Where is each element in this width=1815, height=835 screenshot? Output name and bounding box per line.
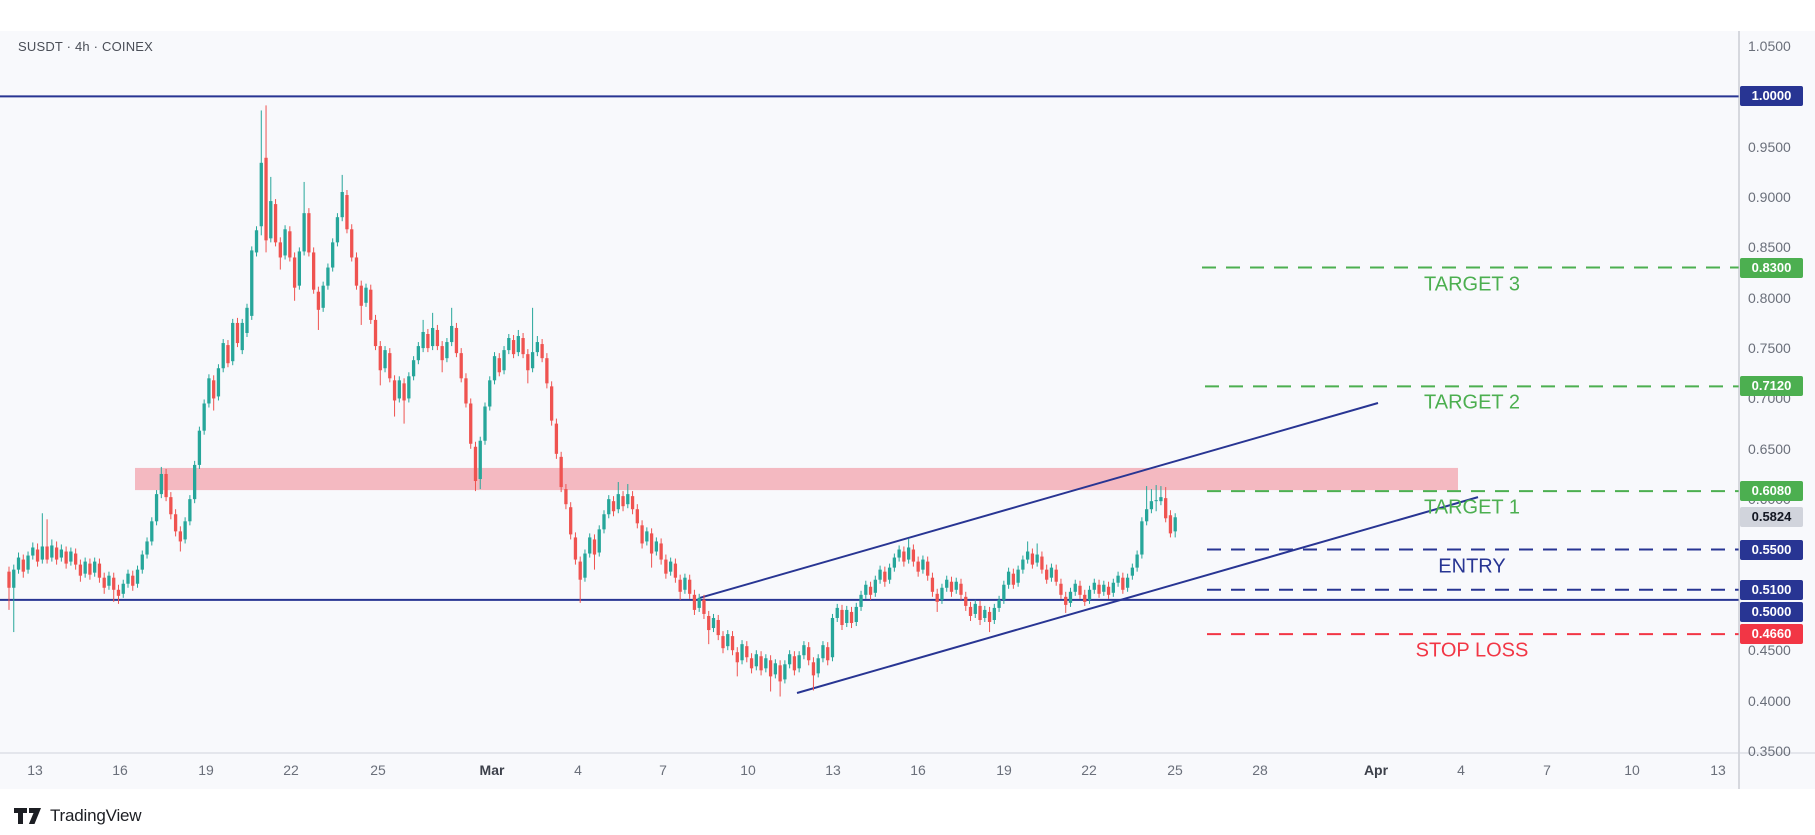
time-tick-10: 10 [740,762,756,778]
time-tick-28: 28 [1252,762,1268,778]
time-tick-16: 16 [112,762,128,778]
time-tick-apr: Apr [1363,762,1389,778]
time-tick-25: 25 [1167,762,1183,778]
time-tick-19: 19 [198,762,214,778]
price-badge-0.7120: 0.7120 [1740,376,1803,397]
price-badge-1.0000: 1.0000 [1740,86,1803,107]
price-tick-0.4000: 0.4000 [1748,692,1791,709]
price-badge-0.5000: 0.5000 [1740,602,1803,622]
price-tick-0.4500: 0.4500 [1748,642,1791,659]
price-badge-0.5100: 0.5100 [1740,579,1803,600]
time-tick-16: 16 [910,762,926,778]
time-tick-19: 19 [996,762,1012,778]
time-tick-10: 10 [1624,762,1640,778]
price-tick-0.9000: 0.9000 [1748,189,1791,206]
chart-panel-background [0,31,1815,789]
level-label-target-1: TARGET 1 [1424,496,1520,519]
channel-trendline-1 [699,402,1379,599]
last-price-badge: 0.5824 [1740,506,1803,527]
level-label-target-2: TARGET 2 [1424,391,1520,414]
symbol-title[interactable]: SUSDT · 4h · COINEX [18,39,154,54]
time-tick-mar: Mar [479,762,505,778]
price-tick-1.0500: 1.0500 [1748,38,1791,54]
price-badge-0.6080: 0.6080 [1740,481,1803,502]
price-tick-0.8500: 0.8500 [1748,239,1791,256]
tradingview-logo-text: TradingView [50,806,142,825]
plot-area [0,95,1739,697]
channel-trendline-2 [796,496,1479,694]
time-tick-4: 4 [574,762,582,778]
candles-layer [7,105,1177,697]
time-tick-4: 4 [1457,762,1465,778]
level-label-entry: ENTRY [1438,555,1506,577]
time-tick-25: 25 [370,762,386,778]
supply-zone-band [135,467,1458,491]
price-tick-0.3500: 0.3500 [1748,742,1791,759]
time-tick-13: 13 [1710,762,1726,778]
time-tick-22: 22 [283,762,299,778]
time-tick-22: 22 [1081,762,1097,778]
time-tick-13: 13 [27,762,43,778]
tradingview-logo[interactable]: TradingView [14,806,142,826]
level-label-target-3: TARGET 3 [1424,273,1520,296]
price-badge-0.4660: 0.4660 [1740,624,1803,645]
level-label-stop-loss: STOP LOSS [1415,639,1529,662]
price-tick-0.9500: 0.9500 [1748,138,1791,155]
price-tick-0.6500: 0.6500 [1748,440,1791,457]
time-tick-13: 13 [825,762,841,778]
price-tick-0.8000: 0.8000 [1748,289,1791,306]
price-badge-0.8300: 0.8300 [1740,257,1803,278]
price-badge-0.5500: 0.5500 [1740,539,1803,560]
tradingview-logo-icon [14,808,41,824]
time-tick-7: 7 [659,762,667,778]
time-tick-7: 7 [1543,762,1551,778]
price-tick-0.7500: 0.7500 [1748,340,1791,357]
